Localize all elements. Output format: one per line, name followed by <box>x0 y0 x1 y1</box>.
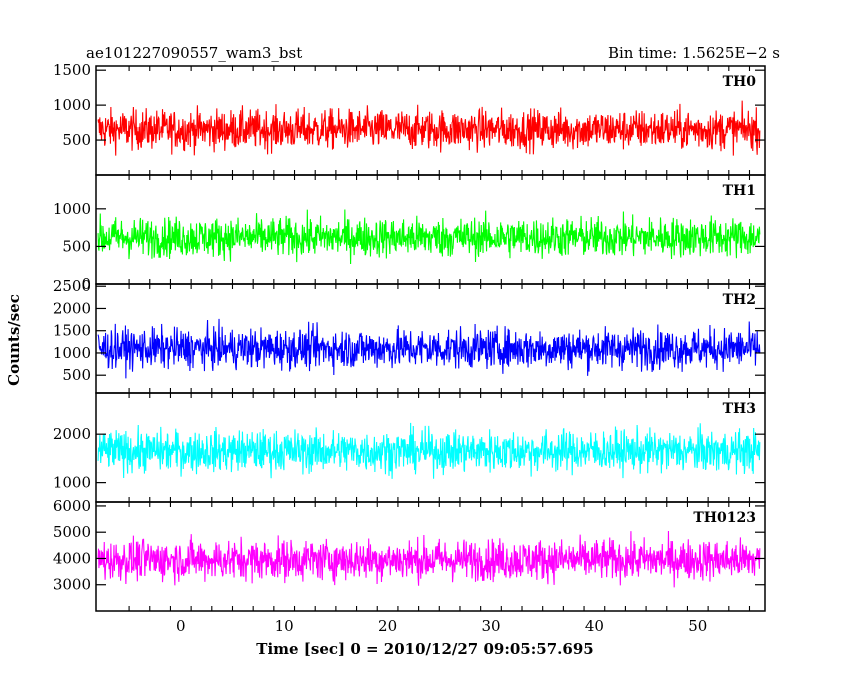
x-tick-label: 0 <box>176 617 186 635</box>
y-tick-label: 2000 <box>53 299 91 317</box>
y-tick-label: 3000 <box>53 576 91 594</box>
x-tick-label: 20 <box>378 617 397 635</box>
y-tick-label: 1000 <box>53 344 91 362</box>
y-tick-label: 1000 <box>53 474 91 492</box>
y-tick-label: 500 <box>62 131 91 149</box>
x-tick-label: 40 <box>585 617 604 635</box>
chart-title: ae101227090557_wam3_bst <box>86 44 303 62</box>
panel-frame-th0123 <box>95 501 766 612</box>
panel-frame-th0 <box>95 65 766 176</box>
x-tick-label: 10 <box>275 617 294 635</box>
y-tick-label: 1500 <box>53 322 91 340</box>
bin-time-label: Bin time: 1.5625E−2 s <box>607 44 780 62</box>
y-axis-label: Counts/sec <box>5 294 23 386</box>
y-tick-label: 2000 <box>53 425 91 443</box>
y-tick-label: 1500 <box>53 61 91 79</box>
series-trace-th0 <box>97 100 761 156</box>
series-trace-th0123 <box>97 530 761 588</box>
x-tick-label: 30 <box>481 617 500 635</box>
x-axis-label: Time [sec] 0 = 2010/12/27 09:05:57.695 <box>256 640 594 658</box>
y-tick-label: 1000 <box>53 200 91 218</box>
panel-label-th3: TH3 <box>723 401 756 417</box>
panel-label-th0123: TH0123 <box>693 510 756 526</box>
y-tick-label: 6000 <box>53 497 91 515</box>
panel-label-th2: TH2 <box>723 292 756 308</box>
y-tick-label: 1000 <box>53 96 91 114</box>
series-trace-th3 <box>97 422 761 479</box>
panel-label-th1: TH1 <box>723 183 756 199</box>
y-tick-label: 0 <box>81 275 91 293</box>
series-trace-th2 <box>97 318 761 379</box>
x-tick-label: 50 <box>688 617 707 635</box>
y-tick-label: 4000 <box>53 549 91 567</box>
series-trace-th1 <box>97 209 761 265</box>
y-tick-label: 2500 <box>53 277 91 295</box>
y-tick-label: 5000 <box>53 523 91 541</box>
y-tick-label: 500 <box>62 366 91 384</box>
y-tick-label: 500 <box>62 237 91 255</box>
panel-label-th0: TH0 <box>723 74 757 90</box>
